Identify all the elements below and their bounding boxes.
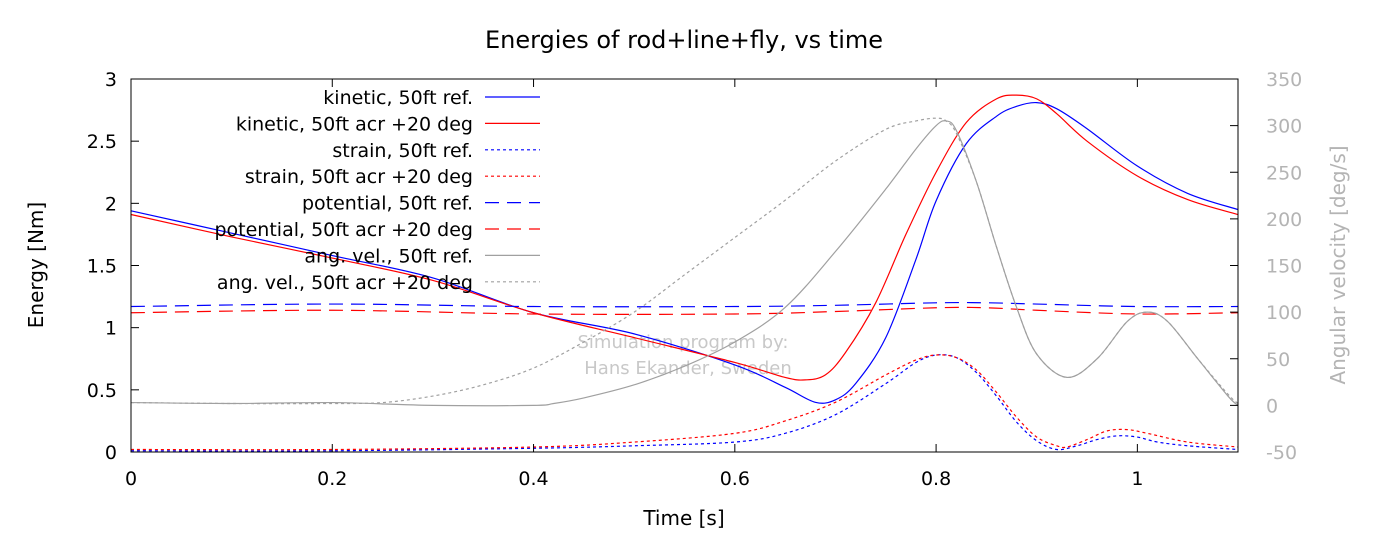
legend-label: strain, 50ft ref.: [332, 140, 473, 162]
y-tick-label: 2.5: [87, 131, 117, 153]
x-tick-label: 1: [1131, 468, 1143, 490]
y-tick-label: 2: [105, 193, 117, 215]
y-tick-label: 1: [105, 318, 117, 340]
watermark: Simulation program by: Hans Ekander, Swe…: [578, 332, 792, 379]
x-axis: 0 0.2 0.4 0.6 0.8 1: [125, 79, 1143, 490]
y2-tick-label: 250: [1266, 162, 1302, 184]
legend-label: kinetic, 50ft ref.: [323, 87, 473, 109]
y-tick-label: 0.5: [87, 380, 117, 402]
y-tick-label: 0: [105, 442, 117, 464]
legend: kinetic, 50ft ref. kinetic, 50ft acr +20 …: [214, 87, 540, 294]
y2-tick-label: 350: [1266, 69, 1302, 91]
series-line-0: [130, 101, 1239, 404]
series-layer: [130, 94, 1239, 452]
y2-tick-label: 300: [1266, 116, 1302, 138]
legend-label: strain, 50ft acr +20 deg: [245, 166, 473, 188]
legend-label: potential, 50ft acr +20 deg: [214, 219, 473, 241]
legend-label: kinetic, 50ft acr +20 deg: [236, 113, 473, 135]
series-line-5: [130, 306, 1239, 315]
chart-title: Energies of rod+line+fly, vs time: [485, 26, 883, 54]
series-line-4: [130, 301, 1239, 308]
x-axis-label: Time [s]: [642, 506, 724, 530]
series-line-3: [130, 354, 1239, 451]
x-tick-label: 0.6: [720, 468, 750, 490]
y2-tick-label: 150: [1266, 256, 1302, 278]
y2-tick-label: -50: [1266, 442, 1297, 464]
y-tick-label: 3: [105, 69, 117, 91]
y-axis-label: Energy [Nm]: [24, 202, 48, 328]
x-tick-label: 0.8: [921, 468, 951, 490]
y2-tick-label: 0: [1266, 395, 1278, 417]
series-line-7: [130, 117, 1239, 405]
y2-tick-label: 100: [1266, 302, 1302, 324]
y-axis-left: 0 0.5 1 1.5 2 2.5 3: [87, 69, 139, 464]
x-tick-label: 0: [125, 468, 137, 490]
y2-tick-label: 200: [1266, 209, 1302, 231]
legend-label: ang. vel., 50ft acr +20 deg: [217, 272, 473, 294]
series-line-1: [130, 94, 1239, 381]
y2-tick-label: 50: [1266, 349, 1290, 371]
y-tick-label: 1.5: [87, 256, 117, 278]
x-tick-label: 0.4: [518, 468, 548, 490]
y-axis-right: -50 0 50 100 150 200 250 300 350: [1230, 69, 1302, 464]
y2-axis-label: Angular velocity [deg/s]: [1326, 145, 1350, 384]
series-line-6: [130, 120, 1239, 407]
legend-label: ang. vel., 50ft ref.: [304, 245, 473, 267]
x-tick-label: 0.2: [317, 468, 347, 490]
legend-label: potential, 50ft ref.: [302, 193, 473, 215]
